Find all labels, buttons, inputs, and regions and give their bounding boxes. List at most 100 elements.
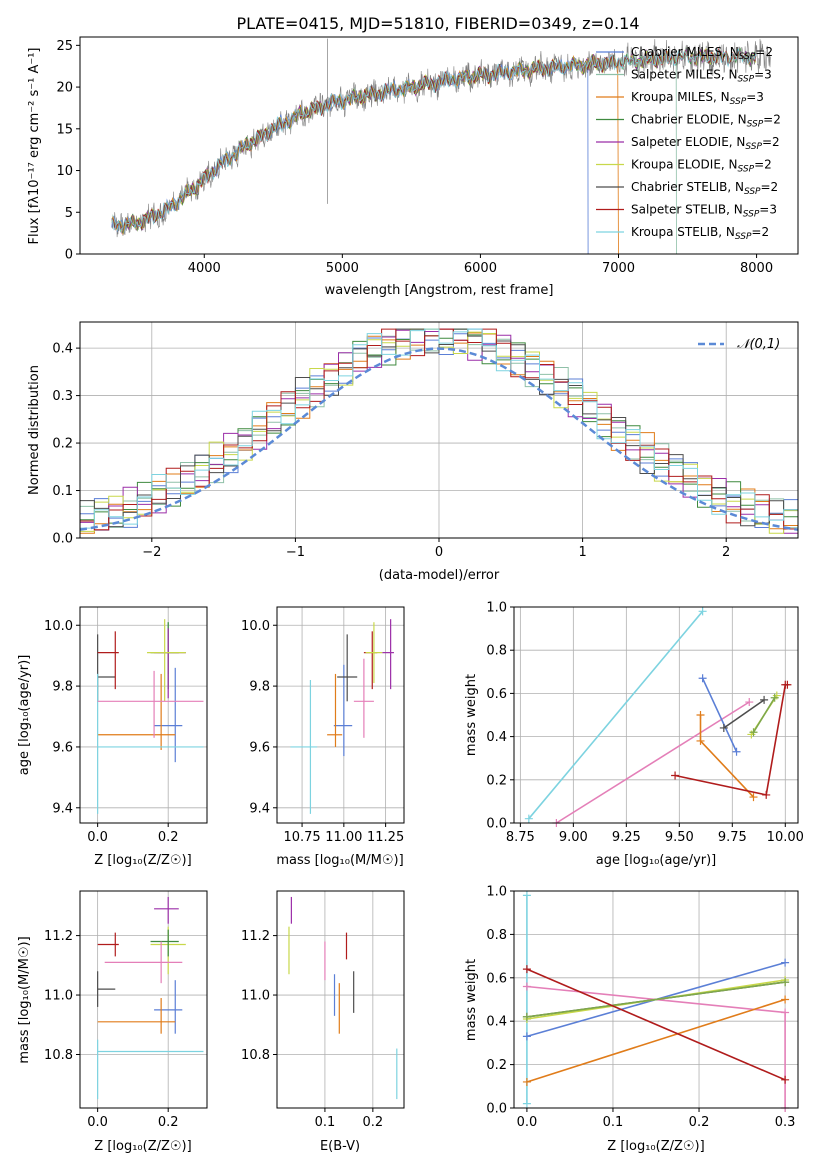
massweight-line	[723, 699, 765, 729]
y-tick-label: 15	[56, 122, 73, 137]
massweight-marker	[698, 607, 707, 616]
y-tick-label: 0.0	[486, 817, 507, 832]
residuals-frame	[79, 321, 799, 539]
massweight-line	[528, 610, 704, 820]
residual-histogram	[80, 328, 798, 529]
spectrum-ylabel: Flux [fλ10⁻¹⁷ erg cm⁻² s⁻¹ A⁻¹]	[27, 48, 42, 245]
massweight-marker	[522, 982, 531, 991]
y-tick-label: 25	[56, 39, 73, 54]
y-tick-label: 9.6	[249, 740, 270, 755]
y-tick-label: 5	[65, 206, 73, 221]
y-tick-label: 0.2	[52, 437, 73, 452]
legend-nssp: =3	[759, 203, 777, 217]
legend-label: Kroupa MILES, NSSP=3	[631, 90, 764, 107]
spectrum-frame	[79, 36, 799, 255]
x-tick-label: 8.75	[506, 830, 535, 845]
legend-nssp: =2	[761, 180, 779, 194]
spectrum-xlabel: wavelength [Angstrom, rest frame]	[325, 283, 554, 298]
normal-reference-curve	[79, 347, 799, 531]
massweight-marker	[745, 698, 754, 707]
legend-subscript: SSP	[730, 97, 747, 107]
y-tick-label: 0.8	[486, 644, 507, 659]
massweight-marker	[696, 711, 705, 719]
massweight-vs-age-ylabel: mass weight	[464, 674, 479, 756]
x-tick-label: 8000	[740, 261, 773, 276]
massweight-vs-Z-panel: 0.0 0.1 0.2 0.3 0.0 0.2 0.4 0.6 0.8 1.0 Z [log₁₀(…	[464, 885, 799, 1154]
mass-vs-EBV-xlabel: E(B-V)	[320, 1139, 360, 1154]
y-tick-label: 0.8	[486, 928, 507, 943]
x-tick-label: 0	[435, 545, 443, 560]
y-tick-label: 0.4	[486, 730, 507, 745]
massweight-line	[526, 985, 786, 1108]
massweight-vs-age-frame	[513, 606, 799, 824]
y-tick-label: 10.8	[241, 1048, 270, 1063]
massweight-marker	[760, 695, 769, 704]
normal-legend-label: 𝒩(0,1)	[737, 337, 780, 352]
massweight-marker	[524, 814, 533, 823]
y-tick-label: 10.8	[44, 1048, 73, 1063]
residual-histogram	[80, 328, 798, 528]
y-tick-label: 9.4	[52, 801, 73, 816]
legend-subscript: SSP	[745, 142, 762, 152]
legend-label: Salpeter STELIB, NSSP=3	[631, 203, 777, 220]
x-tick-label: 9.50	[665, 830, 694, 845]
massweight-marker	[781, 978, 790, 987]
legend-label: Chabrier MILES, NSSP=2	[631, 45, 773, 62]
massweight-marker	[781, 995, 790, 1004]
massweight-marker	[770, 693, 779, 702]
massweight-line	[555, 701, 750, 824]
x-tick-label: 0.0	[87, 830, 108, 845]
age-vs-mass-frame	[276, 606, 405, 824]
legend-subscript: SSP	[743, 210, 760, 220]
massweight-line	[526, 981, 786, 1018]
x-tick-label: 5000	[326, 261, 359, 276]
massweight-marker	[783, 680, 792, 689]
x-tick-label: 7000	[602, 261, 635, 276]
spectrum-legend: Chabrier MILES, NSSP=2 Salpeter MILES, NS…	[596, 45, 781, 242]
massweight-marker	[696, 736, 705, 745]
legend-nssp: =2	[763, 113, 781, 127]
massweight-marker	[749, 728, 758, 737]
y-tick-label: 10.0	[44, 619, 73, 634]
mass-vs-EBV-panel: 0.1 0.2 10.8 11.0 11.2 E(B-V)	[241, 890, 405, 1154]
y-tick-label: 11.0	[44, 989, 73, 1004]
x-tick-label: 9.75	[718, 830, 747, 845]
y-tick-label: 0.6	[486, 971, 507, 986]
massweight-marker	[522, 1077, 531, 1086]
y-tick-label: 10	[56, 164, 73, 179]
y-tick-label: 1.0	[486, 885, 507, 900]
massweight-marker	[781, 1075, 790, 1084]
mass-vs-EBV-frame	[276, 890, 405, 1109]
mass-vs-Z-ylabel: mass [log₁₀(M/M☉)]	[17, 936, 32, 1063]
spectrum-model-line	[111, 49, 756, 232]
x-tick-label: 11.00	[325, 830, 362, 845]
y-tick-label: 9.6	[52, 740, 73, 755]
residuals-legend: 𝒩(0,1)	[698, 337, 780, 352]
y-tick-label: 11.0	[241, 989, 270, 1004]
x-tick-label: −2	[142, 545, 161, 560]
legend-nssp: =3	[754, 68, 772, 82]
massweight-vs-Z-xlabel: Z [log₁₀(Z/Z☉)]	[607, 1139, 704, 1154]
y-tick-label: 0.4	[52, 342, 73, 357]
x-tick-label: 10.00	[767, 830, 804, 845]
age-vs-Z-frame	[79, 606, 208, 824]
x-tick-label: 10.75	[283, 830, 320, 845]
y-tick-label: 9.4	[249, 801, 270, 816]
y-tick-label: 0.2	[486, 1058, 507, 1073]
legend-subscript: SSP	[744, 187, 761, 197]
massweight-marker	[749, 793, 758, 802]
massweight-marker	[762, 790, 771, 799]
legend-label: Kroupa STELIB, NSSP=2	[631, 225, 769, 242]
mass-vs-Z-panel: 0.0 0.2 10.8 11.0 11.2 Z [log₁₀(Z/Z☉)] mass …	[17, 890, 208, 1154]
residuals-panel: −2 −1 0 1 2 0.0 0.1 0.2 0.3 0.4 (data-model)/erro…	[27, 321, 799, 583]
y-tick-label: 11.2	[241, 929, 270, 944]
y-tick-label: 9.8	[249, 680, 270, 695]
legend-nssp: =2	[762, 135, 780, 149]
spectrum-panel: PLATE=0415, MJD=51810, FIBERID=0349, z=0…	[27, 14, 799, 298]
massweight-vs-Z-frame	[513, 890, 799, 1109]
age-vs-Z-ylabel: age [log₁₀(age/yr)]	[17, 655, 32, 776]
y-tick-label: 0.0	[486, 1102, 507, 1117]
massweight-marker	[732, 747, 741, 756]
age-vs-mass-xlabel: mass [log₁₀(M/M☉)]	[276, 853, 403, 868]
age-vs-Z-panel: 0.0 0.2 9.4 9.6 9.8 10.0 Z [log₁₀(Z/Z☉)] age …	[17, 606, 208, 868]
